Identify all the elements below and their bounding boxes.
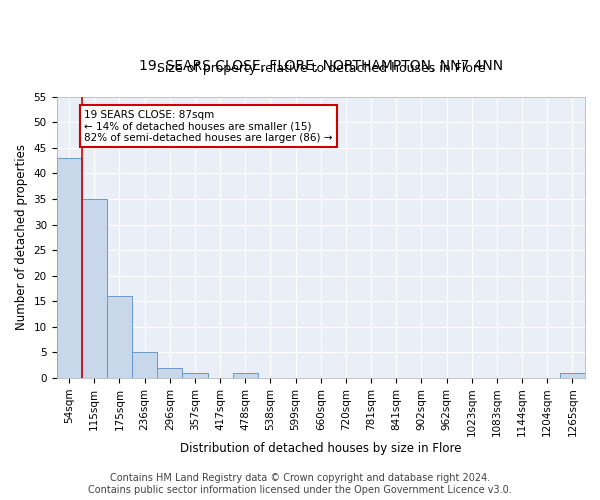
Text: Contains HM Land Registry data © Crown copyright and database right 2024.
Contai: Contains HM Land Registry data © Crown c… bbox=[88, 474, 512, 495]
Text: 19, SEARS CLOSE, FLORE, NORTHAMPTON, NN7 4NN: 19, SEARS CLOSE, FLORE, NORTHAMPTON, NN7… bbox=[139, 59, 503, 73]
Bar bbox=[56, 158, 82, 378]
Title: Size of property relative to detached houses in Flore: Size of property relative to detached ho… bbox=[157, 62, 485, 74]
Text: 19 SEARS CLOSE: 87sqm
← 14% of detached houses are smaller (15)
82% of semi-deta: 19 SEARS CLOSE: 87sqm ← 14% of detached … bbox=[84, 110, 333, 142]
Bar bbox=[82, 199, 107, 378]
Bar bbox=[132, 352, 157, 378]
X-axis label: Distribution of detached houses by size in Flore: Distribution of detached houses by size … bbox=[180, 442, 461, 455]
Bar bbox=[233, 373, 258, 378]
Bar bbox=[157, 368, 182, 378]
Bar bbox=[107, 296, 132, 378]
Bar bbox=[560, 373, 585, 378]
Bar bbox=[182, 373, 208, 378]
Y-axis label: Number of detached properties: Number of detached properties bbox=[15, 144, 28, 330]
